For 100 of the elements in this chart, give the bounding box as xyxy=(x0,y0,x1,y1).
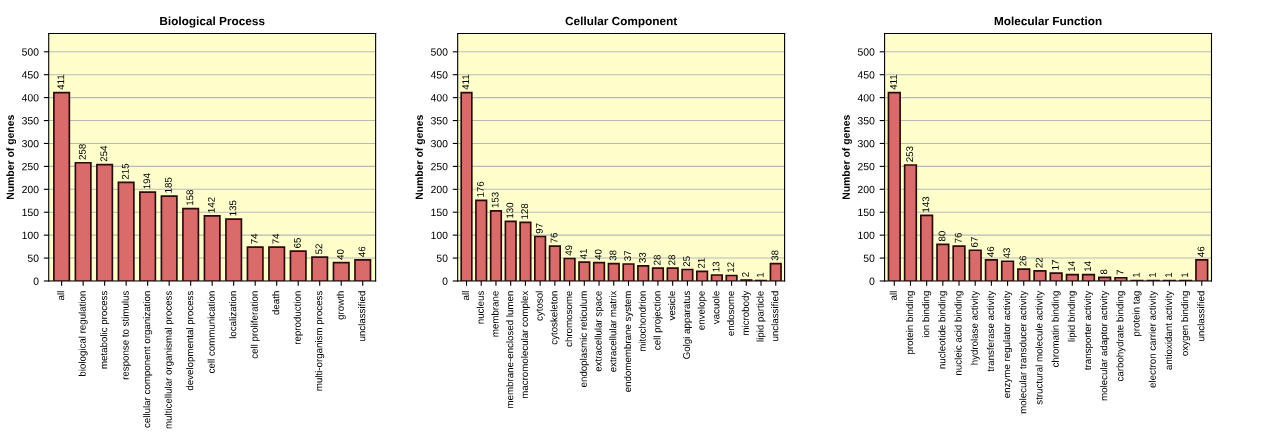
y-tick-label: 150 xyxy=(22,208,39,217)
data-label: 46 xyxy=(987,246,994,257)
x-tick-label: vesicle xyxy=(668,291,676,321)
data-label: 194 xyxy=(143,173,151,189)
x-tick-label: unclassified xyxy=(771,291,779,341)
bar xyxy=(246,246,264,281)
bar xyxy=(1065,273,1079,281)
x-tick-label: biological regulation xyxy=(78,291,88,377)
bar xyxy=(1195,259,1209,281)
x-tick-label: all xyxy=(889,291,897,301)
x-tick-label: protein binding xyxy=(905,291,916,354)
bar xyxy=(725,274,738,281)
data-label: 411 xyxy=(57,74,65,90)
bar xyxy=(460,91,473,281)
y-tick-label: 200 xyxy=(858,185,875,194)
y-tick-label: 0 xyxy=(442,277,448,285)
y-tick-label: 100 xyxy=(22,231,39,240)
x-tick-label: developmental process xyxy=(186,291,196,391)
data-label: 7 xyxy=(1116,270,1124,275)
bar xyxy=(504,220,517,281)
x-tick-label: all xyxy=(57,291,65,301)
x-tick-label: protein tag xyxy=(1132,291,1142,337)
bar xyxy=(289,250,307,281)
bar xyxy=(203,215,221,281)
chart-title: Molecular Function xyxy=(994,16,1102,26)
data-label: 52 xyxy=(315,244,323,254)
x-tick-label: reproduction xyxy=(293,291,303,345)
y-tick-label: 400 xyxy=(21,94,39,102)
x-tick-label: lipid particle xyxy=(756,291,766,342)
bar xyxy=(1081,273,1096,281)
x-tick-label: cytosol xyxy=(535,291,545,321)
x-tick-label: macromolecular complex xyxy=(520,290,530,399)
bar xyxy=(489,210,503,281)
bar xyxy=(311,256,329,281)
x-tick-label: all xyxy=(461,291,470,301)
x-tick-label: membrane xyxy=(491,291,499,337)
bar xyxy=(651,267,665,281)
x-tick-label: oxygen binding xyxy=(1181,291,1191,356)
bar xyxy=(769,262,782,281)
data-label: 17 xyxy=(1051,260,1059,270)
y-axis-title: Number of genes xyxy=(6,115,17,200)
bar xyxy=(1098,276,1112,281)
x-tick-label: membrane-enclosed lumen xyxy=(506,291,514,408)
data-label: 411 xyxy=(890,74,897,90)
bar xyxy=(607,262,620,281)
x-tick-label: endoplasmic reticulum xyxy=(579,291,589,388)
data-label: 130 xyxy=(506,202,514,218)
y-tick-label: 50 xyxy=(863,254,875,262)
x-tick-label: nucleic acid binding xyxy=(954,291,964,375)
y-tick-label: 450 xyxy=(857,71,875,79)
x-tick-label: transferase activity xyxy=(986,290,996,372)
chart-title: Cellular Component xyxy=(565,16,678,28)
x-tick-label: nucleus xyxy=(476,291,484,324)
data-label: 37 xyxy=(624,250,632,261)
bar xyxy=(968,249,982,281)
data-label: 28 xyxy=(653,254,661,265)
data-label: 142 xyxy=(207,197,215,213)
bar xyxy=(666,267,679,281)
bar xyxy=(117,181,135,281)
data-label: 40 xyxy=(594,249,602,260)
x-tick-label: envelope xyxy=(697,291,707,330)
x-tick-label: growth xyxy=(336,291,346,320)
data-label: 67 xyxy=(970,237,978,247)
bar xyxy=(519,221,532,281)
x-tick-label: cytoskeleton xyxy=(550,291,560,345)
bar xyxy=(139,191,157,281)
y-tick-label: 500 xyxy=(430,48,448,56)
data-label: 158 xyxy=(186,189,194,206)
data-label: 40 xyxy=(336,249,344,260)
y-tick-label: 50 xyxy=(27,254,39,262)
data-label: 33 xyxy=(638,252,646,263)
x-tick-label: endosome xyxy=(727,291,735,336)
y-tick-label: 450 xyxy=(21,71,39,79)
bar xyxy=(695,270,709,281)
data-label: 22 xyxy=(1035,257,1043,268)
bar xyxy=(578,261,591,281)
x-tick-label: chromosome xyxy=(565,291,573,347)
bar xyxy=(1000,260,1015,281)
x-tick-label: multicellular organismal process xyxy=(164,291,174,429)
x-tick-label: extracellular space xyxy=(594,291,604,372)
x-tick-label: hydrolase activity xyxy=(970,290,980,365)
data-label: 26 xyxy=(1019,255,1027,266)
bar xyxy=(1114,276,1128,281)
x-tick-label: molecular adaptor activity xyxy=(1100,290,1110,401)
y-tick-label: 0 xyxy=(33,277,39,285)
x-tick-label: endomembrane system xyxy=(623,291,634,392)
data-label: 8 xyxy=(1100,269,1108,275)
y-tick-label: 450 xyxy=(430,71,448,79)
x-tick-label: electron carrier activity xyxy=(1148,290,1158,388)
bar xyxy=(903,164,918,281)
bar xyxy=(74,161,92,281)
data-label: 46 xyxy=(358,246,366,257)
data-label: 215 xyxy=(121,163,129,180)
bar xyxy=(637,265,650,281)
data-label: 80 xyxy=(938,231,946,242)
x-tick-label: molecular transducer activity xyxy=(1019,290,1029,414)
x-tick-label: mitochondrion xyxy=(638,291,646,352)
x-tick-label: cellular component organization xyxy=(143,291,153,428)
data-label: 1 xyxy=(1149,272,1156,277)
y-tick-label: 100 xyxy=(431,231,448,240)
